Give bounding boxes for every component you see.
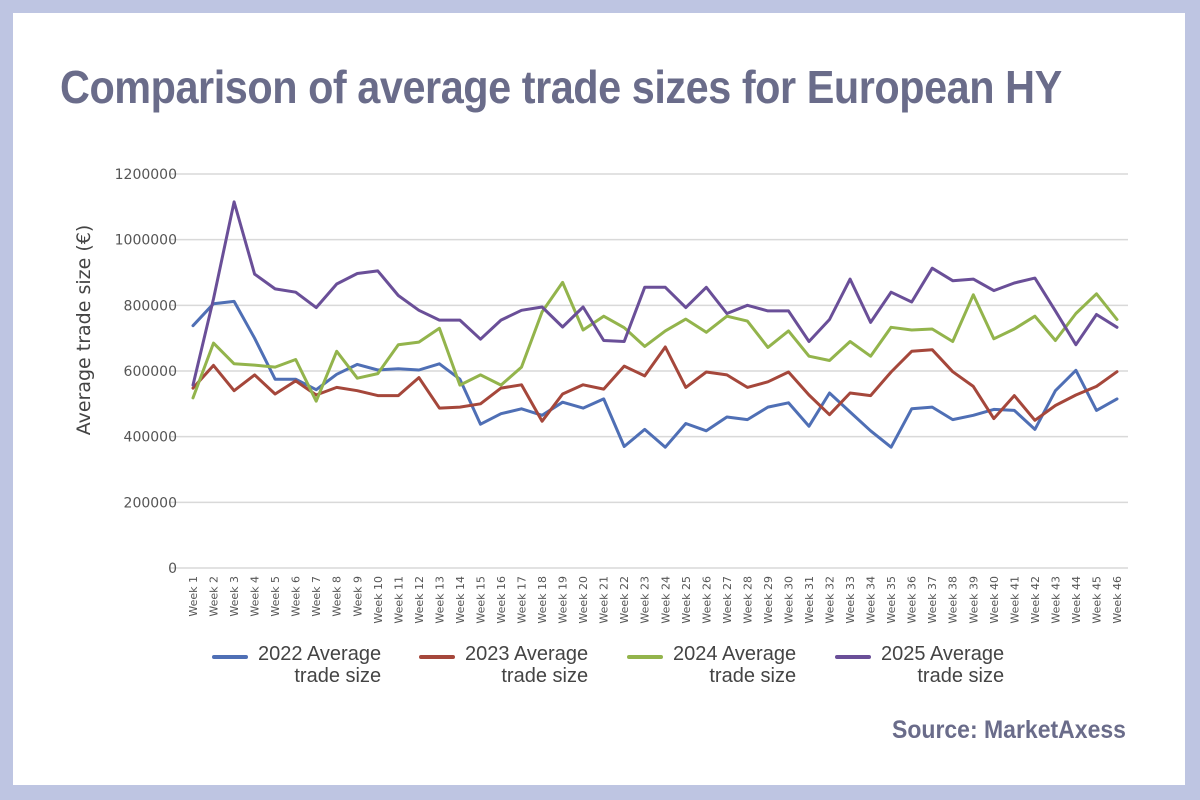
x-tick-label: Week 9 <box>351 576 364 617</box>
x-tick-label: Week 21 <box>598 576 611 624</box>
x-tick-label: Week 36 <box>906 576 919 624</box>
x-tick-label: Week 35 <box>885 576 898 624</box>
legend-label-line1: 2025 Average <box>881 643 1005 665</box>
x-tick-label: Week 39 <box>967 576 980 624</box>
y-tick-label: 0 <box>168 561 177 577</box>
x-tick-label: Week 27 <box>721 576 734 624</box>
x-tick-label: Week 11 <box>392 576 405 624</box>
series-lines <box>191 200 1119 449</box>
x-tick-label: Week 3 <box>228 576 241 617</box>
series-line-2023 <box>191 345 1119 423</box>
x-tick-label: Week 46 <box>1111 576 1124 624</box>
x-axis-tick-labels: Week 1 Week 2 Week 3 Week 4 Week 5 Week 6 Week… <box>187 576 1124 624</box>
series-line-2024 <box>191 280 1119 403</box>
legend-swatch-2025 <box>835 655 871 659</box>
x-tick-label: Week 10 <box>372 576 385 624</box>
legend-label-2023: 2023 Average trade size <box>465 643 588 687</box>
x-tick-label: Week 1 <box>187 576 200 617</box>
y-tick-label: 600000 <box>124 364 177 380</box>
x-tick-label: Week 31 <box>803 576 816 624</box>
legend-label-line1: 2023 Average <box>465 643 589 665</box>
y-tick-label: 800000 <box>124 298 177 314</box>
x-tick-label: Week 41 <box>1008 576 1021 624</box>
x-tick-label: Week 37 <box>926 576 939 624</box>
x-tick-label: Week 34 <box>865 576 878 624</box>
x-tick-label: Week 25 <box>680 576 693 624</box>
x-tick-label: Week 30 <box>782 576 795 624</box>
legend-swatch-2022 <box>212 655 248 659</box>
x-tick-label: Week 8 <box>331 576 344 617</box>
legend-item-2023[interactable]: 2023 Average trade size <box>419 643 588 687</box>
legend-swatch-2023 <box>419 655 455 659</box>
chart-title: Comparison of average trade sizes for Eu… <box>60 61 1062 113</box>
x-tick-label: Week 6 <box>290 576 303 617</box>
x-tick-label: Week 4 <box>249 576 262 617</box>
x-tick-label: Week 42 <box>1029 576 1042 624</box>
legend-label-line2: trade size <box>709 665 797 687</box>
legend-label-line1: 2024 Average <box>673 643 797 665</box>
x-tick-label: Week 26 <box>700 576 713 624</box>
x-tick-label: Week 20 <box>577 576 590 624</box>
y-axis-tick-labels: 0 200000 400000 600000 800000 1000000 1200000 <box>115 167 177 577</box>
x-tick-label: Week 23 <box>639 576 652 624</box>
gridlines <box>170 173 1128 569</box>
x-tick-label: Week 32 <box>824 576 837 624</box>
x-tick-label: Week 2 <box>208 576 221 617</box>
legend-label-line2: trade size <box>501 665 589 687</box>
x-tick-label: Week 45 <box>1090 576 1103 624</box>
x-tick-label: Week 44 <box>1070 576 1083 624</box>
legend-label-line2: trade size <box>917 665 1005 687</box>
x-tick-label: Week 14 <box>454 576 467 624</box>
legend-item-2024[interactable]: 2024 Average trade size <box>627 643 796 687</box>
legend-label-2022: 2022 Average trade size <box>258 643 381 687</box>
series-line-2022 <box>191 299 1119 449</box>
legend-item-2022[interactable]: 2022 Average trade size <box>212 643 381 687</box>
x-tick-label: Week 40 <box>988 576 1001 624</box>
legend-label-line1: 2022 Average <box>258 643 382 665</box>
chart-panel <box>13 13 1185 785</box>
legend-label-line2: trade size <box>294 665 382 687</box>
x-tick-label: Week 12 <box>413 576 426 624</box>
x-tick-label: Week 28 <box>741 576 754 624</box>
x-tick-label: Week 29 <box>762 576 775 624</box>
x-tick-label: Week 19 <box>557 576 570 624</box>
x-tick-label: Week 15 <box>474 576 487 624</box>
series-line-2025 <box>191 200 1119 387</box>
legend-label-2024: 2024 Average trade size <box>673 643 796 687</box>
x-tick-label: Week 24 <box>659 576 672 624</box>
x-tick-label: Week 17 <box>516 576 529 624</box>
x-tick-label: Week 22 <box>618 576 631 624</box>
x-tick-label: Week 7 <box>310 576 323 617</box>
legend-label-2025: 2025 Average trade size <box>881 643 1004 687</box>
x-tick-label: Week 38 <box>947 576 960 624</box>
x-tick-label: Week 18 <box>536 576 549 624</box>
y-axis-label: Average trade size (€) <box>73 225 95 436</box>
legend: 2022 Average trade size 2023 Average tra… <box>0 643 1200 693</box>
x-tick-label: Week 13 <box>433 576 446 624</box>
source-credit: Source: MarketAxess <box>892 716 1126 744</box>
x-tick-label: Week 43 <box>1049 576 1062 624</box>
x-tick-label: Week 5 <box>269 576 282 617</box>
legend-swatch-2024 <box>627 655 663 659</box>
y-tick-label: 1000000 <box>115 233 177 249</box>
y-tick-label: 400000 <box>124 430 177 446</box>
y-tick-label: 1200000 <box>115 167 177 183</box>
legend-item-2025[interactable]: 2025 Average trade size <box>835 643 1004 687</box>
x-tick-label: Week 33 <box>844 576 857 624</box>
x-tick-label: Week 16 <box>495 576 508 624</box>
y-tick-label: 200000 <box>124 495 177 511</box>
